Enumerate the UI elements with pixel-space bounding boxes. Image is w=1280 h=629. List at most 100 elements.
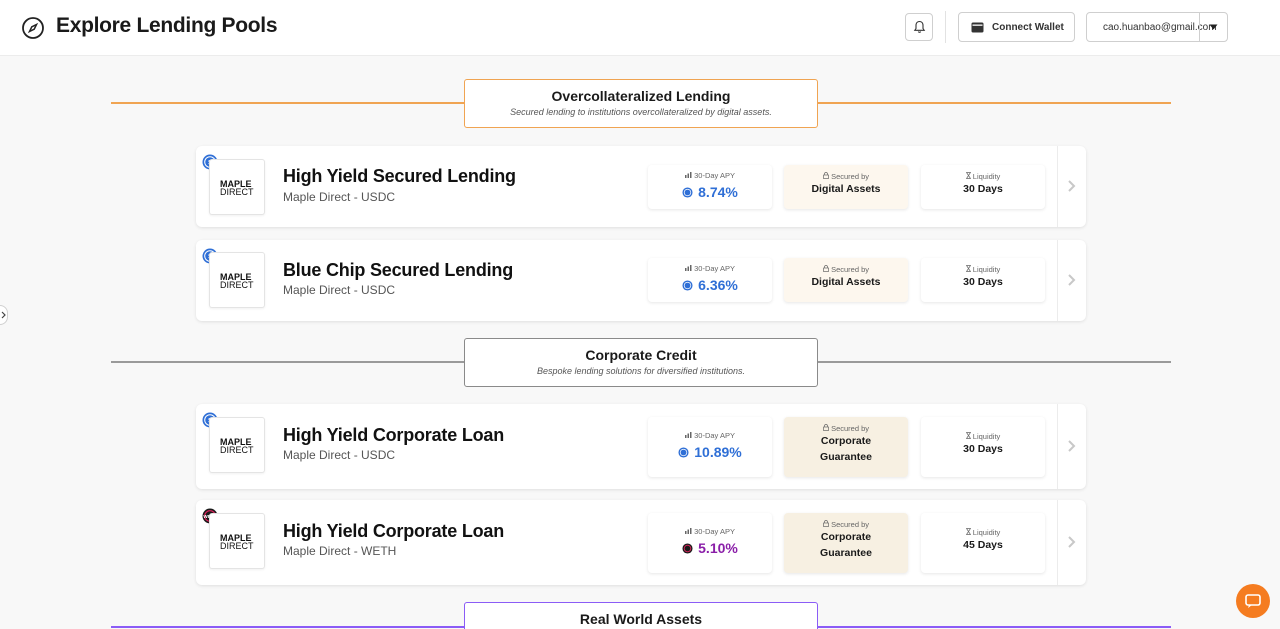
lock-icon	[823, 424, 829, 431]
lock-icon	[823, 520, 829, 527]
account-email: cao.huanbao@gmail.com	[1103, 21, 1217, 33]
secured-by-value: Digital Assets	[811, 183, 881, 195]
card-divider	[1057, 146, 1058, 227]
pool-name: High Yield Secured Lending	[283, 166, 516, 186]
liquidity-label: Liquidity	[921, 172, 1045, 181]
lock-icon	[823, 172, 829, 179]
bar-chart-icon	[685, 265, 692, 271]
maple-direct-logo: MAPLE DIRECT	[209, 252, 265, 308]
pool-name: Blue Chip Secured Lending	[283, 260, 514, 280]
apy-label: 30-Day APY	[648, 264, 772, 273]
pool-subtitle: Maple Direct - USDC	[283, 283, 396, 297]
secured-by-stat: Secured by Corporate Guarantee	[784, 513, 908, 573]
chat-support-button[interactable]	[1236, 584, 1270, 618]
liquidity-label: Liquidity	[921, 528, 1045, 537]
section-header-overcollateral: Overcollateralized Lending Secured lendi…	[464, 79, 818, 128]
secured-by-label: Secured by	[784, 424, 908, 433]
maple-direct-logo: MAPLE DIRECT	[209, 513, 265, 569]
compass-icon	[22, 17, 44, 39]
pool-subtitle: Maple Direct - USDC	[283, 448, 396, 462]
liquidity-stat: Liquidity 30 Days	[921, 258, 1045, 302]
pool-subtitle: Maple Direct - WETH	[283, 544, 397, 558]
section-header-corporate: Corporate Credit Bespoke lending solutio…	[464, 338, 818, 387]
section-subtitle: Bespoke lending solutions for diversifie…	[536, 366, 746, 376]
maple-direct-logo: MAPLE DIRECT	[209, 417, 265, 473]
section-subtitle: Secured lending to institutions overcoll…	[510, 107, 772, 117]
secured-by-value: Corporate	[820, 435, 872, 447]
liquidity-label: Liquidity	[921, 265, 1045, 274]
chevron-right-icon[interactable]	[1064, 439, 1078, 453]
section-header-rwa: Real World Assets	[464, 602, 818, 629]
bar-chart-icon	[685, 432, 692, 438]
apy-label: 30-Day APY	[648, 171, 772, 180]
secured-by-value-line2: Guarantee	[820, 451, 872, 463]
apy-label: 30-Day APY	[648, 431, 772, 440]
apy-value: 6.36%	[698, 277, 738, 293]
secured-by-stat: Secured by Digital Assets	[784, 165, 908, 209]
chevron-right-icon[interactable]	[1064, 273, 1078, 287]
liquidity-stat: Liquidity 30 Days	[921, 417, 1045, 477]
chevron-right-icon	[1, 311, 6, 319]
notifications-button[interactable]	[905, 13, 933, 41]
pool-subtitle: Maple Direct - USDC	[283, 190, 396, 204]
apy-value: 8.74%	[698, 184, 738, 200]
secured-by-value: Corporate	[820, 531, 872, 543]
bar-chart-icon	[685, 528, 692, 534]
section-title: Overcollateralized Lending	[551, 88, 731, 104]
secured-by-stat: Secured by Corporate Guarantee	[784, 417, 908, 477]
account-dropdown[interactable]: cao.huanbao@gmail.com	[1086, 12, 1228, 42]
pool-name: High Yield Corporate Loan	[283, 521, 505, 541]
liquidity-value: 30 Days	[963, 276, 1003, 288]
secured-by-stat: Secured by Digital Assets	[784, 258, 908, 302]
usdc-icon	[682, 186, 693, 198]
section-title: Corporate Credit	[585, 347, 697, 363]
page-title: Explore Lending Pools	[56, 14, 278, 37]
secured-by-label: Secured by	[784, 172, 908, 181]
wallet-icon	[971, 22, 984, 32]
card-divider	[1057, 240, 1058, 321]
liquidity-value: 30 Days	[963, 183, 1003, 195]
hourglass-icon	[965, 432, 971, 439]
bell-icon	[913, 20, 925, 33]
chevron-right-icon[interactable]	[1064, 179, 1078, 193]
sidebar-expand-handle[interactable]	[0, 305, 8, 325]
apy-stat: 30-Day APY 8.74%	[648, 165, 772, 209]
connect-wallet-button[interactable]: Connect Wallet	[958, 12, 1075, 42]
hourglass-icon	[965, 172, 971, 179]
liquidity-stat: Liquidity 30 Days	[921, 165, 1045, 209]
liquidity-value: 45 Days	[963, 539, 1003, 551]
section-title: Real World Assets	[579, 611, 703, 627]
secured-by-value-line2: Guarantee	[820, 547, 872, 559]
liquidity-stat: Liquidity 45 Days	[921, 513, 1045, 573]
secured-by-label: Secured by	[784, 520, 908, 529]
apy-value: 10.89%	[694, 444, 742, 460]
apy-stat: 30-Day APY 10.89%	[648, 417, 772, 477]
lock-icon	[823, 265, 829, 272]
pool-name: High Yield Corporate Loan	[283, 425, 505, 445]
chat-icon	[1245, 594, 1261, 608]
apy-stat: 30-Day APY 5.10%	[648, 513, 772, 573]
secured-by-value: Digital Assets	[811, 276, 881, 288]
maple-direct-logo: MAPLE DIRECT	[209, 159, 265, 215]
liquidity-label: Liquidity	[921, 432, 1045, 441]
apy-label: 30-Day APY	[648, 527, 772, 536]
liquidity-value: 30 Days	[963, 443, 1003, 455]
chevron-right-icon[interactable]	[1064, 535, 1078, 549]
hourglass-icon	[965, 265, 971, 272]
apy-value: 5.10%	[698, 540, 738, 556]
usdc-icon	[682, 279, 693, 291]
secured-by-label: Secured by	[784, 265, 908, 274]
usdc-icon	[678, 446, 689, 458]
hourglass-icon	[965, 528, 971, 535]
caret-down-icon[interactable]	[1199, 13, 1227, 41]
card-divider	[1057, 500, 1058, 585]
connect-wallet-label: Connect Wallet	[992, 21, 1064, 33]
card-divider	[1057, 404, 1058, 489]
top-header: Explore Lending Pools Connect Wallet cao…	[0, 0, 1280, 56]
weth-icon	[682, 542, 693, 554]
header-divider	[945, 11, 946, 43]
